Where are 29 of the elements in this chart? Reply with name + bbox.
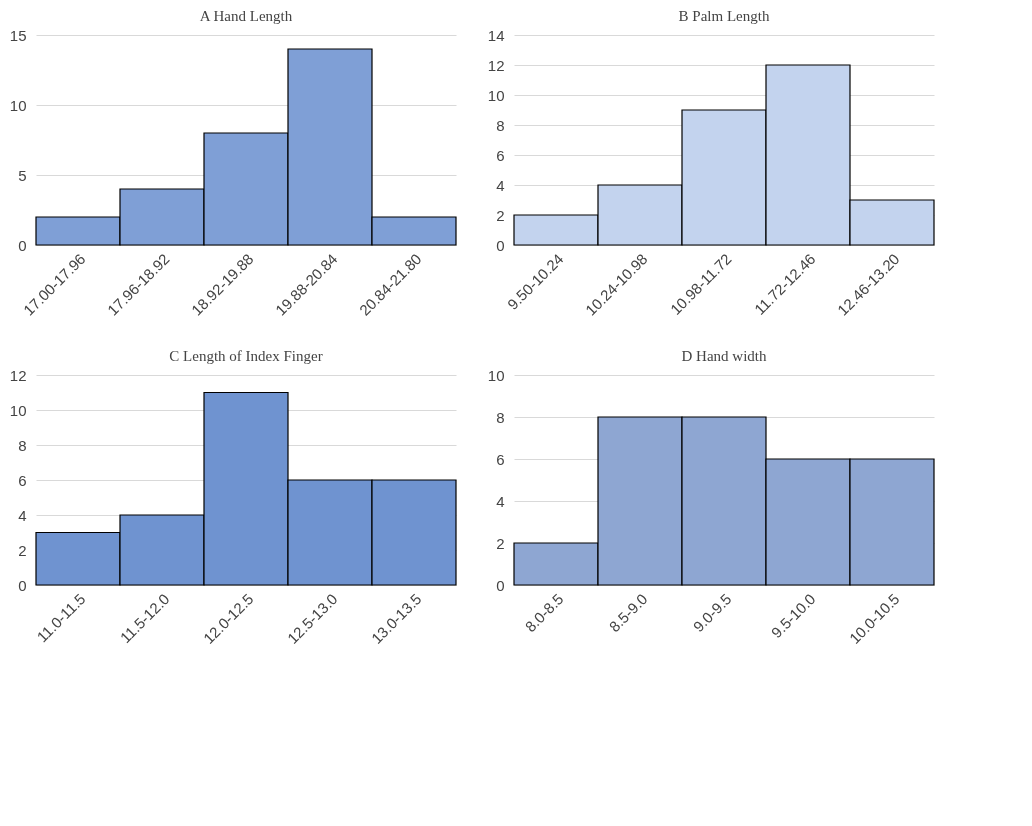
chart-title: A Hand Length	[199, 8, 293, 24]
y-tick-label: 12	[487, 56, 505, 74]
y-tick-label: 6	[496, 146, 505, 164]
y-tick-label: 10	[487, 366, 505, 384]
y-tick-label: 14	[487, 26, 505, 44]
y-tick-label: 0	[496, 576, 505, 594]
y-tick-label: 6	[496, 450, 505, 468]
y-tick-label: 10	[487, 86, 505, 104]
chart-title: C Length of Index Finger	[169, 348, 323, 364]
y-tick-label: 15	[9, 26, 27, 44]
y-tick-label: 10	[9, 401, 27, 419]
y-tick-label: 12	[9, 366, 27, 384]
y-tick-label: 4	[18, 506, 27, 524]
y-tick-label: 0	[18, 236, 27, 254]
y-tick-label: 8	[496, 116, 505, 134]
y-tick-label: 8	[18, 436, 27, 454]
chart-title: D Hand width	[681, 348, 767, 364]
y-tick-label: 4	[496, 176, 505, 194]
y-tick-label: 2	[496, 534, 505, 552]
y-tick-label: 10	[9, 96, 27, 114]
y-tick-label: 0	[18, 576, 27, 594]
y-tick-label: 6	[18, 471, 27, 489]
y-tick-label: 5	[18, 166, 27, 184]
y-tick-label: 2	[496, 206, 505, 224]
y-tick-label: 4	[496, 492, 505, 510]
chart-title: B Palm Length	[678, 8, 770, 24]
y-tick-label: 0	[496, 236, 505, 254]
y-tick-label: 2	[18, 541, 27, 559]
y-tick-label: 8	[496, 408, 505, 426]
